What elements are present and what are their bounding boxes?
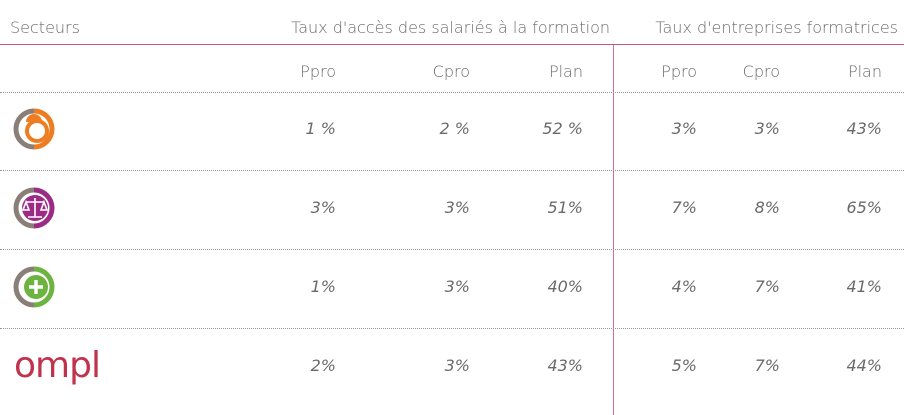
- cell: 8%: [754, 198, 780, 217]
- cell: 3%: [671, 119, 697, 138]
- cell: 52 %: [542, 119, 583, 138]
- cell: 7%: [754, 356, 780, 375]
- column-header: Plan: [548, 62, 583, 81]
- group-divider: [613, 45, 614, 415]
- cell: 43%: [846, 119, 882, 138]
- row-separator: [0, 328, 904, 329]
- cell: 1%: [310, 277, 336, 296]
- sector-icon: [13, 187, 55, 229]
- ompl-logo: ompl: [14, 345, 101, 386]
- row-separator: [0, 249, 904, 250]
- sector-icon: [13, 266, 55, 308]
- group-header: Taux d'accès des salariés à la formation: [291, 18, 610, 37]
- cell: 44%: [846, 356, 882, 375]
- cell: 65%: [846, 198, 882, 217]
- cell: 3%: [310, 198, 336, 217]
- group-header: Taux d'entreprises formatrices: [655, 18, 898, 37]
- cell: 51%: [547, 198, 583, 217]
- cell: 3%: [754, 119, 780, 138]
- cell: 2%: [310, 356, 336, 375]
- sector-icon: [13, 108, 55, 150]
- row-separator: [0, 170, 904, 171]
- column-header: Plan: [847, 62, 882, 81]
- cell: 4%: [671, 277, 697, 296]
- cell: 7%: [754, 277, 780, 296]
- cell: 3%: [444, 356, 470, 375]
- cell: 41%: [846, 277, 882, 296]
- sector-header: Secteurs: [10, 18, 80, 37]
- cell: 1 %: [305, 119, 336, 138]
- column-header: Cpro: [432, 62, 470, 81]
- cell: 43%: [547, 356, 583, 375]
- row-separator: [0, 92, 904, 93]
- column-header: Ppro: [661, 62, 697, 81]
- cell: 40%: [547, 277, 583, 296]
- cell: 7%: [671, 198, 697, 217]
- header-rule: [0, 44, 904, 45]
- cell: 2 %: [439, 119, 470, 138]
- column-header: Ppro: [300, 62, 336, 81]
- cell: 3%: [444, 198, 470, 217]
- cell: 3%: [444, 277, 470, 296]
- cell: 5%: [671, 356, 697, 375]
- column-header: Cpro: [742, 62, 780, 81]
